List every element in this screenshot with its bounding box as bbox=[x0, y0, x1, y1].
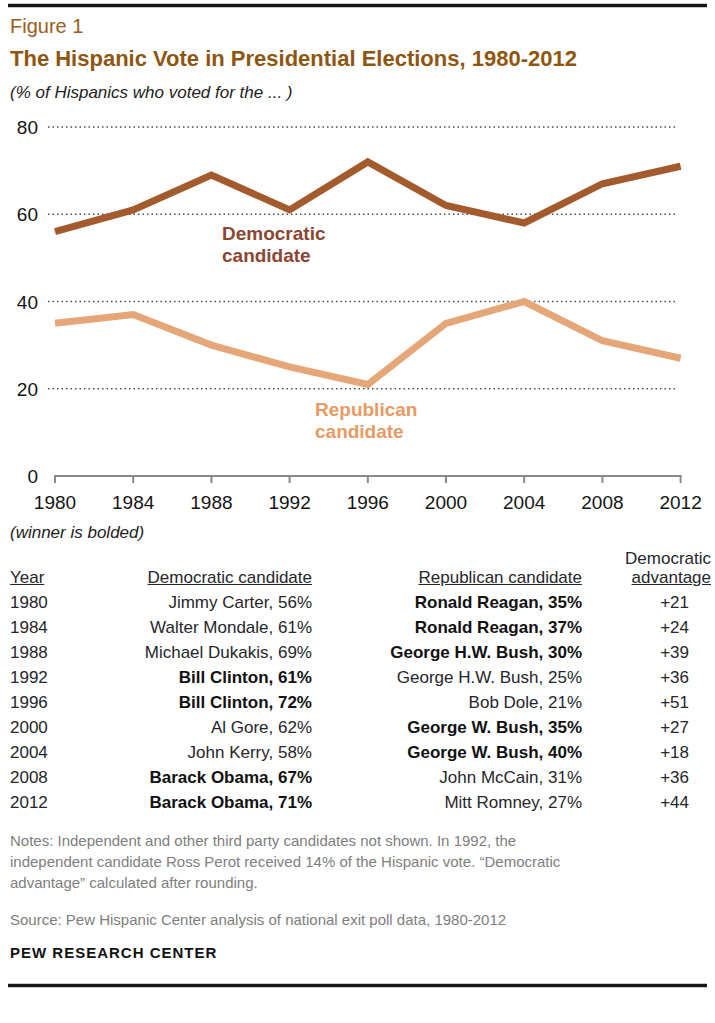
table-row-1980: 1980Jimmy Carter, 56%Ronald Reagan, 35%+… bbox=[8, 590, 711, 615]
cell-year: 2012 bbox=[8, 790, 65, 815]
winner-note: (winner is bolded) bbox=[10, 523, 707, 543]
bottom-rule bbox=[8, 983, 707, 988]
cell-democratic-advantage: +18 bbox=[582, 740, 711, 765]
cell-democratic-advantage: +36 bbox=[582, 665, 711, 690]
results-table-header: Year Democratic candidate Republican can… bbox=[8, 549, 711, 590]
cell-year: 2008 bbox=[8, 765, 65, 790]
header-dem-label: Democratic candidate bbox=[148, 568, 312, 587]
republican-series-label-line2: candidate bbox=[315, 421, 404, 442]
table-row-2008: 2008Barack Obama, 67%John McCain, 31%+36 bbox=[8, 765, 711, 790]
cell-republican-candidate: Ronald Reagan, 37% bbox=[312, 615, 582, 640]
cell-year: 2004 bbox=[8, 740, 65, 765]
table-row-1996: 1996Bill Clinton, 72%Bob Dole, 21%+51 bbox=[8, 690, 711, 715]
header-democratic-candidate: Democratic candidate bbox=[65, 549, 312, 590]
header-adv-line2: advantage bbox=[632, 568, 711, 587]
cell-republican-candidate: George W. Bush, 35% bbox=[312, 715, 582, 740]
cell-democratic-candidate: Al Gore, 62% bbox=[65, 715, 312, 740]
cell-democratic-advantage: +24 bbox=[582, 615, 711, 640]
chart-subtitle: (% of Hispanics who voted for the ... ) bbox=[10, 83, 707, 103]
cell-republican-candidate: George H.W. Bush, 30% bbox=[312, 640, 582, 665]
cell-democratic-advantage: +39 bbox=[582, 640, 711, 665]
table-row-2012: 2012Barack Obama, 71%Mitt Romney, 27%+44 bbox=[8, 790, 711, 815]
cell-democratic-candidate: Barack Obama, 67% bbox=[65, 765, 312, 790]
democratic-line bbox=[55, 162, 681, 232]
y-axis-tick-label-40: 40 bbox=[17, 292, 38, 313]
table-row-1984: 1984Walter Mondale, 61%Ronald Reagan, 37… bbox=[8, 615, 711, 640]
cell-democratic-advantage: +51 bbox=[582, 690, 711, 715]
cell-democratic-candidate: Michael Dukakis, 69% bbox=[65, 640, 312, 665]
table-row-2000: 2000Al Gore, 62%George W. Bush, 35%+27 bbox=[8, 715, 711, 740]
top-rule bbox=[8, 3, 707, 8]
cell-democratic-candidate: Bill Clinton, 72% bbox=[65, 690, 312, 715]
cell-republican-candidate: John McCain, 31% bbox=[312, 765, 582, 790]
cell-year: 1992 bbox=[8, 665, 65, 690]
x-axis-tick-label-2008: 2008 bbox=[581, 492, 623, 513]
x-axis-tick-label-2000: 2000 bbox=[425, 492, 467, 513]
source-text: Source: Pew Hispanic Center analysis of … bbox=[10, 911, 707, 928]
cell-democratic-advantage: +21 bbox=[582, 590, 711, 615]
table-row-1988: 1988Michael Dukakis, 69%George H.W. Bush… bbox=[8, 640, 711, 665]
cell-democratic-candidate: Bill Clinton, 61% bbox=[65, 665, 312, 690]
table-row-1992: 1992Bill Clinton, 61%George H.W. Bush, 2… bbox=[8, 665, 711, 690]
cell-democratic-candidate: Jimmy Carter, 56% bbox=[65, 590, 312, 615]
cell-democratic-candidate: Walter Mondale, 61% bbox=[65, 615, 312, 640]
cell-year: 1988 bbox=[8, 640, 65, 665]
x-axis-tick-label-2004: 2004 bbox=[503, 492, 546, 513]
cell-republican-candidate: Mitt Romney, 27% bbox=[312, 790, 582, 815]
cell-republican-candidate: George H.W. Bush, 25% bbox=[312, 665, 582, 690]
democratic-series-label: Democratic candidate bbox=[222, 223, 326, 267]
header-republican-candidate: Republican candidate bbox=[312, 549, 582, 590]
y-axis-tick-label-0: 0 bbox=[27, 466, 38, 487]
results-table: Year Democratic candidate Republican can… bbox=[8, 549, 711, 815]
x-axis-tick-label-1984: 1984 bbox=[112, 492, 155, 513]
cell-democratic-candidate: John Kerry, 58% bbox=[65, 740, 312, 765]
results-table-body: 1980Jimmy Carter, 56%Ronald Reagan, 35%+… bbox=[8, 590, 711, 815]
cell-democratic-advantage: +36 bbox=[582, 765, 711, 790]
header-year-label: Year bbox=[10, 568, 44, 587]
header-row: Year Democratic candidate Republican can… bbox=[8, 549, 711, 590]
header-adv-line1: Democratic bbox=[625, 549, 711, 568]
democratic-series-label-line1: Democratic bbox=[222, 223, 326, 244]
republican-line bbox=[55, 302, 681, 385]
x-axis-tick-label-1992: 1992 bbox=[268, 492, 310, 513]
x-axis-tick-label-2012: 2012 bbox=[659, 492, 701, 513]
cell-democratic-advantage: +44 bbox=[582, 790, 711, 815]
cell-democratic-candidate: Barack Obama, 71% bbox=[65, 790, 312, 815]
y-axis-tick-label-60: 60 bbox=[17, 205, 38, 226]
republican-series-label: Republican candidate bbox=[315, 399, 417, 443]
cell-republican-candidate: George W. Bush, 40% bbox=[312, 740, 582, 765]
cell-republican-candidate: Ronald Reagan, 35% bbox=[312, 590, 582, 615]
notes-text: Notes: Independent and other third party… bbox=[10, 831, 572, 893]
header-year: Year bbox=[8, 549, 65, 590]
cell-democratic-advantage: +27 bbox=[582, 715, 711, 740]
table-row-2004: 2004John Kerry, 58%George W. Bush, 40%+1… bbox=[8, 740, 711, 765]
cell-year: 1984 bbox=[8, 615, 65, 640]
cell-year: 1996 bbox=[8, 690, 65, 715]
democratic-series-label-line2: candidate bbox=[222, 245, 311, 266]
republican-series-label-line1: Republican bbox=[315, 399, 417, 420]
page-title: The Hispanic Vote in Presidential Electi… bbox=[10, 46, 610, 72]
figure-page: Figure 1 The Hispanic Vote in Presidenti… bbox=[0, 3, 715, 988]
pew-research-center-branding: PEW RESEARCH CENTER bbox=[10, 944, 707, 961]
chart-canvas: 0 20 40 60 80 1980 1984 1988 1992 1996 2000 2004 200… bbox=[8, 111, 707, 521]
y-axis-tick-label-80: 80 bbox=[17, 117, 38, 138]
line-chart: 0 20 40 60 80 1980 1984 1988 1992 1996 2000 2004 200… bbox=[8, 111, 707, 521]
x-axis-tick-label-1980: 1980 bbox=[34, 492, 76, 513]
cell-year: 1980 bbox=[8, 590, 65, 615]
cell-year: 2000 bbox=[8, 715, 65, 740]
x-axis-tick-label-1988: 1988 bbox=[190, 492, 232, 513]
x-axis-tick-label-1996: 1996 bbox=[347, 492, 389, 513]
figure-label: Figure 1 bbox=[10, 15, 707, 38]
cell-republican-candidate: Bob Dole, 21% bbox=[312, 690, 582, 715]
header-rep-label: Republican candidate bbox=[418, 568, 582, 587]
header-democratic-advantage: Democratic advantage bbox=[582, 549, 711, 590]
y-axis-tick-label-20: 20 bbox=[17, 379, 38, 400]
